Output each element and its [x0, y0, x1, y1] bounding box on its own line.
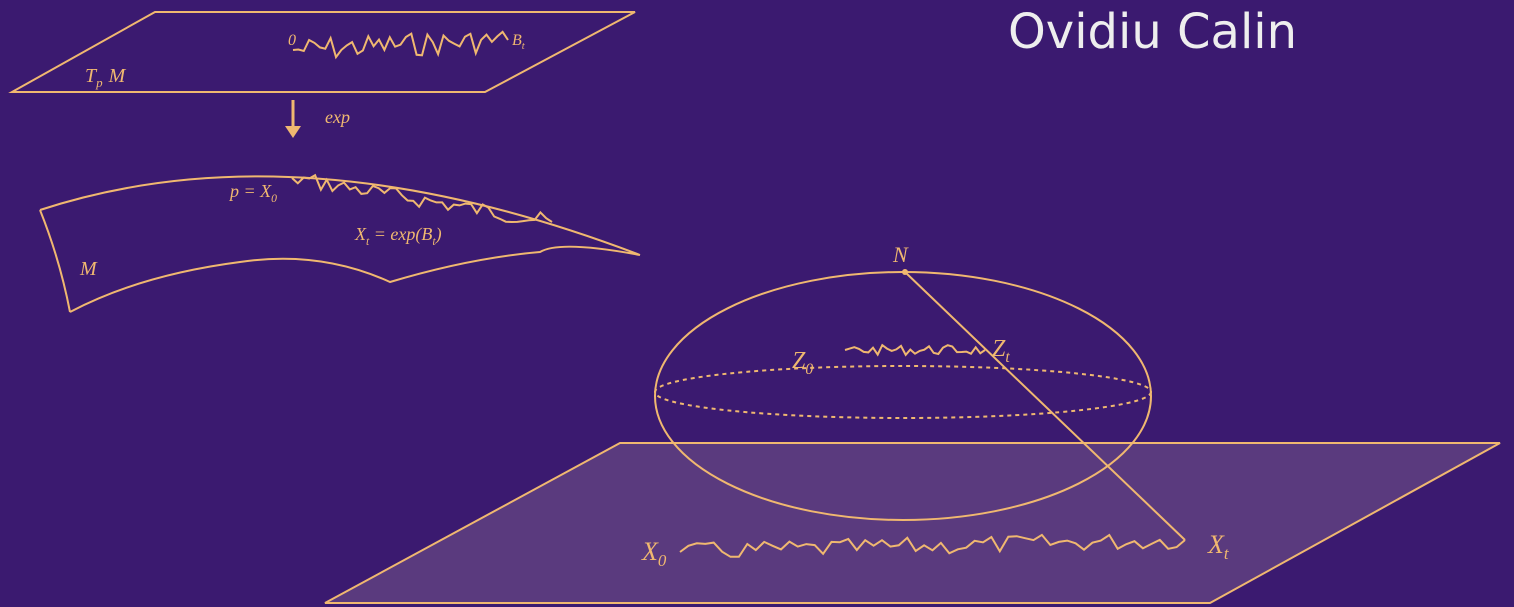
tangent-label: Tp M — [85, 65, 127, 90]
plane — [324, 442, 1501, 604]
origin-label: 0 — [288, 32, 296, 49]
equator — [654, 365, 1152, 419]
manifold — [39, 175, 641, 313]
arrow-head — [285, 126, 301, 138]
start-label: p = X0 — [228, 181, 277, 205]
pole-point — [902, 269, 908, 275]
z0-label: Z0 — [792, 348, 813, 378]
zt-label: Zt — [992, 336, 1010, 366]
pole-label: N — [892, 242, 909, 267]
tangent-plane — [8, 11, 636, 93]
x0-label: X0 — [641, 537, 667, 570]
exp-label: exp — [325, 107, 350, 127]
brownian-path — [291, 173, 553, 224]
manifold-label: M — [79, 258, 98, 280]
brownian-path — [292, 30, 509, 60]
b-label: Bt — [512, 32, 526, 52]
xt-label: Xt — [1207, 530, 1230, 563]
brownian-path — [844, 343, 986, 357]
projection-line — [904, 271, 1186, 541]
brownian-path — [679, 533, 1186, 558]
end-label: Xt = exp(Bt) — [354, 224, 442, 248]
author: Ovidiu Calin — [1008, 4, 1297, 60]
